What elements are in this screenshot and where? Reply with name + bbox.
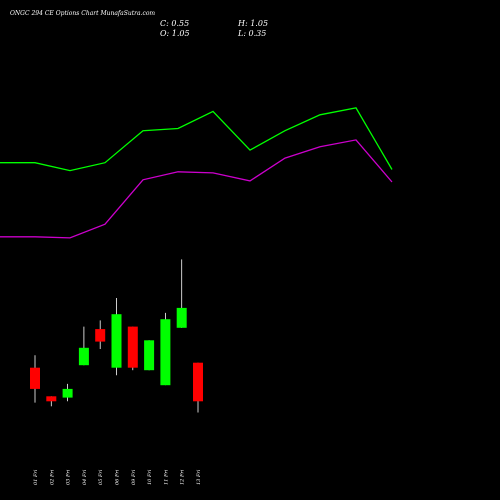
high-value: H: 1.05 xyxy=(237,19,268,28)
candle-body xyxy=(95,329,106,342)
candle xyxy=(160,312,171,386)
candle xyxy=(176,259,187,328)
candle-body xyxy=(111,314,122,368)
x-tick-label: 01 Fri xyxy=(33,469,39,485)
candle xyxy=(78,326,89,366)
candle-body xyxy=(30,367,40,389)
candle-body xyxy=(144,340,155,371)
candle xyxy=(144,340,155,371)
candles xyxy=(30,259,203,413)
open-value: O: 1.05 xyxy=(160,29,190,38)
x-tick-label: 12 Fri xyxy=(180,469,186,485)
candle-body xyxy=(127,326,138,368)
candle-body xyxy=(78,347,89,366)
candle xyxy=(95,320,106,349)
x-tick-label: 13 Fri xyxy=(196,469,202,485)
candle xyxy=(30,355,40,403)
x-tick-label: 06 Fri xyxy=(115,469,121,485)
candle-body xyxy=(62,388,73,398)
x-tick-label: 10 Fri xyxy=(147,469,153,485)
candle xyxy=(111,298,122,376)
candle xyxy=(193,362,203,413)
x-tick-label: 09 Fri xyxy=(131,469,137,485)
candle xyxy=(62,383,73,402)
x-tick-label: 02 Fri xyxy=(49,469,55,485)
candle xyxy=(127,326,138,371)
candle xyxy=(46,396,57,407)
upper-line-series xyxy=(0,107,393,172)
candle-body xyxy=(176,307,187,328)
close-value: C: 0.55 xyxy=(160,19,189,28)
candle-body xyxy=(160,319,171,386)
x-axis-ticks: 01 Fri 02 Fri 03 Fri 04 Fri 05 Fri 06 Fri 09 F… xyxy=(33,469,202,485)
overlay-lines xyxy=(0,107,393,239)
chart-title: ONGC 294 CE Options Chart MunafaSutra.co… xyxy=(10,10,155,17)
candle-body xyxy=(193,362,203,402)
x-tick-label: 05 Fri xyxy=(98,469,104,485)
candle-body xyxy=(46,396,57,402)
x-tick-label: 03 Fri xyxy=(66,469,72,485)
lower-line-series xyxy=(0,139,393,239)
low-value: L: 0.35 xyxy=(237,29,266,38)
x-tick-label: 04 Fri xyxy=(82,469,88,485)
x-tick-label: 11 Fri xyxy=(163,469,169,485)
